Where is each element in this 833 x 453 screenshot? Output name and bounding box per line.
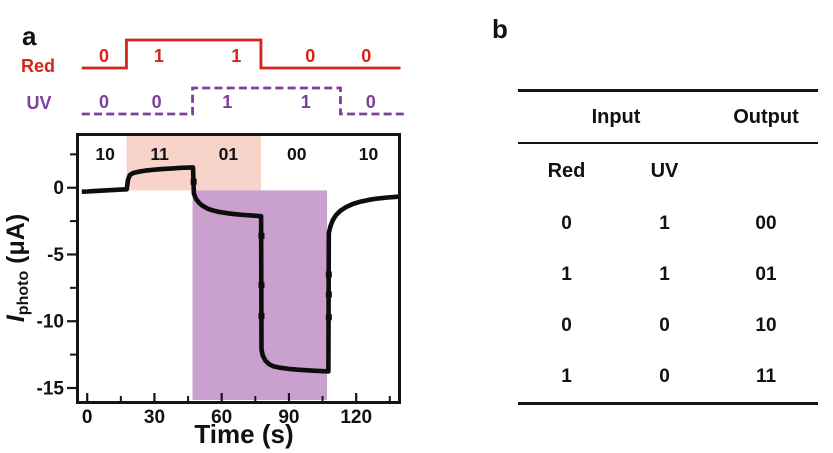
data-marker (325, 291, 332, 298)
uv-signal-digit: 1 (301, 92, 311, 112)
red-value: 1 (561, 263, 572, 285)
uv-value: 1 (659, 263, 670, 285)
x-tick-label: 0 (82, 407, 93, 428)
data-marker (325, 271, 332, 278)
red-signal-digit: 1 (231, 46, 241, 66)
output-value: 00 (755, 212, 777, 234)
input-header: Input (591, 105, 641, 128)
table-subheader-row: Red UV (518, 144, 818, 198)
uv-column-header: UV (650, 159, 679, 182)
state-label: 00 (287, 144, 307, 164)
table-row: 0 1 00 (518, 198, 818, 249)
data-marker (190, 178, 197, 185)
red-column-header: Red (547, 159, 586, 182)
x-tick-label: 120 (340, 407, 372, 428)
uv-signal-digit: 0 (99, 92, 109, 112)
output-value: 10 (755, 314, 777, 336)
state-label: 01 (219, 144, 239, 164)
y-axis-title-subscript: photo (15, 271, 32, 316)
shaded-regions (126, 133, 328, 400)
output-header: Output (733, 105, 799, 128)
truth-table: Input Output Red UV 0 1 00 1 1 01 0 0 10… (518, 89, 818, 405)
data-marker (258, 312, 265, 319)
state-labels-group: 10 11 01 00 10 (95, 144, 378, 164)
x-tick-label: 60 (211, 407, 232, 428)
state-label: 10 (95, 144, 115, 164)
uv-value: 1 (659, 212, 670, 234)
signal-red: 0 1 1 0 0 (81, 38, 401, 70)
photocurrent-curve-group (81, 165, 402, 374)
data-marker (258, 232, 265, 239)
red-value: 1 (561, 365, 572, 387)
y-axis-title: Iphoto (μA) (2, 214, 32, 322)
x-tick-label: 90 (278, 407, 299, 428)
red-signal-digit: 0 (99, 46, 109, 66)
uv-signal-digit: 0 (366, 92, 376, 112)
y-tick-label: -5 (47, 245, 64, 266)
red-signal-trace (81, 38, 401, 70)
red-signal-label: Red (21, 56, 55, 76)
uv-signal-trace (81, 86, 405, 116)
output-value: 11 (755, 365, 777, 387)
uv-value: 0 (659, 365, 670, 387)
table-row: 0 0 10 (518, 300, 818, 351)
uv-signal-digit: 1 (222, 92, 232, 112)
red-value: 0 (561, 314, 572, 336)
uv-signal-digit: 0 (152, 92, 162, 112)
y-tick-label: -15 (37, 378, 65, 399)
table-header-row: Input Output (518, 92, 818, 142)
uv-signal-label: UV (26, 93, 51, 113)
panel-a-label: a (22, 21, 37, 51)
table-rule-top (518, 89, 818, 92)
output-value: 01 (755, 263, 777, 285)
input-signal-traces: 0 1 1 0 0 0 0 1 1 0 (81, 38, 405, 116)
red-value: 0 (561, 212, 572, 234)
y-tick-label: 0 (53, 178, 64, 199)
state-label: 11 (150, 144, 169, 164)
uv-value: 0 (659, 314, 670, 336)
signal-uv: 0 0 1 1 0 (81, 86, 405, 116)
y-tick-label: -10 (37, 312, 64, 333)
red-signal-digit: 1 (154, 46, 164, 66)
table-row: 1 0 11 (518, 351, 818, 402)
y-axis-title-symbol: I (2, 314, 30, 322)
y-axis-title-unit: (μA) (2, 214, 30, 271)
table-rule-bottom (518, 402, 818, 405)
data-marker (325, 314, 332, 321)
x-axis-title: Time (s) (194, 419, 293, 449)
red-signal-digit: 0 (305, 46, 315, 66)
photocurrent-curve (81, 165, 402, 374)
data-marker (258, 282, 265, 289)
state-label: 10 (359, 144, 379, 164)
table-row: 1 1 01 (518, 249, 818, 300)
table-rule-mid (518, 142, 818, 144)
red-signal-digit: 0 (361, 46, 371, 66)
panel-b-label: b (492, 14, 508, 44)
plot-frame (76, 133, 401, 404)
x-tick-label: 30 (144, 407, 165, 428)
axes-group: 0 30 60 90 120 0 -5 -10 -15 (37, 133, 401, 428)
